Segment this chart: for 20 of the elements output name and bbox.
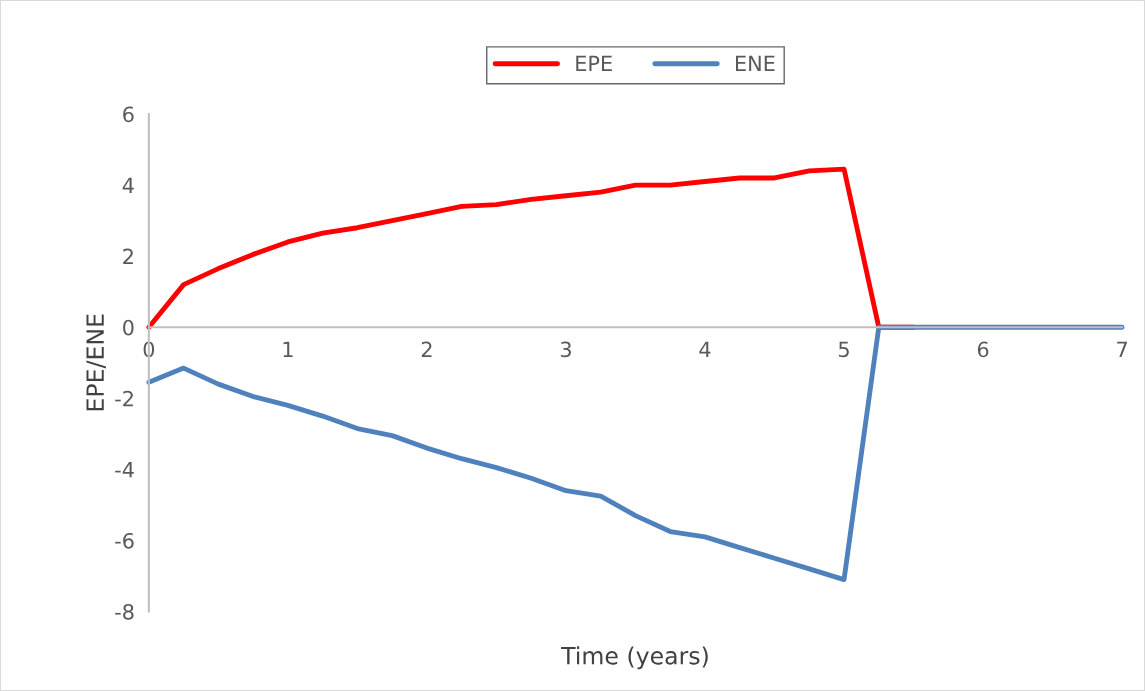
x-tick-label: 2: [421, 341, 432, 357]
y-tick-label: -2: [115, 390, 133, 407]
y-tick-label: 0: [123, 319, 134, 336]
y-tick-label: 2: [123, 248, 133, 265]
legend-label: ENE: [736, 55, 775, 72]
x-tick-label: 3: [560, 341, 571, 358]
legend-label: EPE: [576, 55, 612, 72]
x-tick-label: 0: [143, 341, 155, 358]
y-tick-label: 4: [122, 177, 134, 193]
y-tick-label: -6: [115, 532, 134, 549]
x-tick-label: 5: [839, 341, 849, 358]
x-axis-title: Time (years): [561, 646, 708, 670]
x-tick-label: 7: [1117, 341, 1127, 357]
y-axis-title: EPE/ENE: [86, 314, 106, 411]
x-tick-label: 1: [283, 341, 293, 357]
x-tick-label: 4: [699, 341, 711, 357]
x-tick-label: 6: [977, 341, 989, 358]
y-tick-label: -8: [115, 603, 134, 620]
y-tick-label: -4: [115, 462, 134, 478]
y-tick-label: 6: [123, 106, 134, 123]
